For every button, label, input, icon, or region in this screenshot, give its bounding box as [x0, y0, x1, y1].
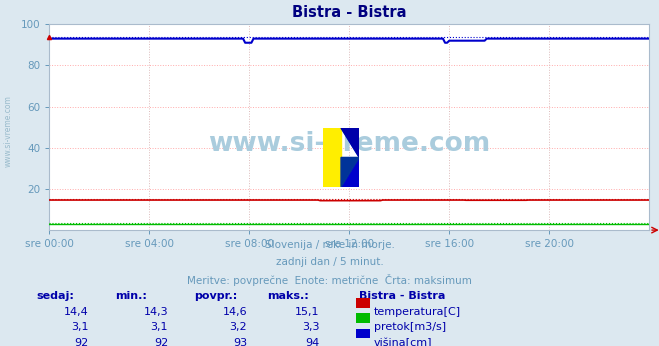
Polygon shape — [341, 128, 359, 157]
Text: Bistra - Bistra: Bistra - Bistra — [359, 291, 445, 301]
Text: 92: 92 — [74, 338, 89, 346]
Text: www.si-vreme.com: www.si-vreme.com — [4, 95, 13, 167]
Text: 3,1: 3,1 — [71, 322, 89, 333]
Text: 14,6: 14,6 — [223, 307, 247, 317]
Text: pretok[m3/s]: pretok[m3/s] — [374, 322, 445, 333]
Text: Meritve: povprečne  Enote: metrične  Črta: maksimum: Meritve: povprečne Enote: metrične Črta:… — [187, 274, 472, 286]
Text: 3,2: 3,2 — [229, 322, 247, 333]
Text: www.si-vreme.com: www.si-vreme.com — [208, 131, 490, 157]
Text: maks.:: maks.: — [267, 291, 308, 301]
Polygon shape — [341, 157, 359, 187]
Text: 94: 94 — [305, 338, 320, 346]
Text: višina[cm]: višina[cm] — [374, 338, 432, 346]
Text: temperatura[C]: temperatura[C] — [374, 307, 461, 317]
Text: 14,3: 14,3 — [144, 307, 168, 317]
Text: povpr.:: povpr.: — [194, 291, 238, 301]
Text: 92: 92 — [154, 338, 168, 346]
Text: 3,1: 3,1 — [150, 322, 168, 333]
Text: sedaj:: sedaj: — [36, 291, 74, 301]
Text: 14,4: 14,4 — [64, 307, 89, 317]
Text: Slovenija / reke in morje.: Slovenija / reke in morje. — [264, 240, 395, 251]
Text: zadnji dan / 5 minut.: zadnji dan / 5 minut. — [275, 257, 384, 267]
Text: 93: 93 — [233, 338, 247, 346]
Text: min.:: min.: — [115, 291, 147, 301]
Text: 3,3: 3,3 — [302, 322, 320, 333]
Text: 15,1: 15,1 — [295, 307, 320, 317]
Polygon shape — [341, 128, 359, 157]
Title: Bistra - Bistra: Bistra - Bistra — [292, 5, 407, 20]
Polygon shape — [341, 157, 359, 187]
Polygon shape — [323, 128, 341, 187]
